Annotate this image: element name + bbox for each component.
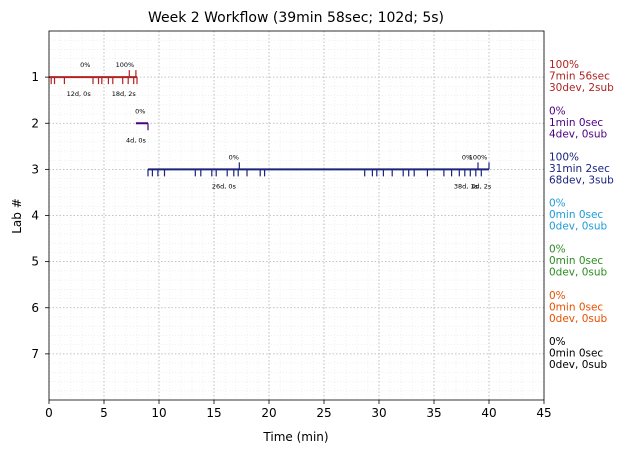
lab-1-summary-line: 7min 56sec: [549, 71, 610, 83]
lab-2-summary-line: 1min 0sec: [549, 117, 603, 129]
lab-annotation: 100%: [469, 153, 488, 161]
y-tick-label: 5: [31, 255, 39, 269]
lab-annotation: 0%: [229, 153, 239, 161]
x-tick-label: 25: [316, 406, 331, 420]
x-tick-label: 35: [426, 406, 441, 420]
lab-3-summary-line: 100%: [549, 151, 579, 163]
x-tick-label: 5: [100, 406, 108, 420]
lab-series-group: 0% 100%12d, 0s 18d, 2s0%4d, 0s0% 0%100%26d,…: [49, 61, 492, 190]
x-axis-label: Time (min): [262, 430, 328, 444]
lab-annotation: 0%: [80, 61, 90, 69]
lab-2-series: 0% 4d, 0s: [126, 107, 149, 144]
y-tick-label: 2: [31, 116, 39, 130]
x-tick-label: 10: [151, 406, 166, 420]
lab-2-summary-line: 0%: [549, 105, 566, 117]
lab-4-summary-line: 0dev, 0sub: [549, 221, 608, 233]
y-tick-label: 1: [31, 70, 39, 84]
y-tick-label: 6: [31, 301, 39, 315]
lab-1-summary-line: 30dev, 2sub: [549, 82, 614, 94]
lab-4-summary-line: 0%: [549, 198, 566, 210]
lab-2-summary-line: 4dev, 0sub: [549, 128, 608, 140]
lab-6-summary-line: 0min 0sec: [549, 301, 603, 313]
lab-annotation: 100%: [116, 61, 135, 69]
lab-6-summary-line: 0dev, 0sub: [549, 313, 608, 325]
lab-annotation: 4d, 2s: [471, 182, 492, 190]
lab-annotation: 38d, 1s: [454, 182, 479, 190]
lab-7-summary-line: 0min 0sec: [549, 347, 603, 359]
lab-5-summary-line: 0%: [549, 244, 566, 256]
lab-annotation: 18d, 2s: [112, 90, 137, 98]
lab-annotation: 12d, 0s: [67, 90, 92, 98]
x-tick-label: 0: [45, 406, 53, 420]
lab-annotation: 26d, 0s: [212, 182, 237, 190]
lab-1-series: 0% 100% 12d, 0s 18d, 2s: [49, 61, 138, 98]
x-tick-label: 30: [371, 406, 386, 420]
lab-1-summary-line: 100%: [549, 59, 579, 71]
lab-annotation: 0%: [462, 153, 472, 161]
y-axis: 1 2 3 4 5 6 7: [31, 70, 49, 361]
lab-6-summary-line: 0%: [549, 290, 566, 302]
lab-5-summary-line: 0dev, 0sub: [549, 267, 608, 279]
y-tick-label: 4: [31, 209, 39, 223]
lab-7-summary-line: 0dev, 0sub: [549, 359, 608, 371]
lab-annotation: 4d, 0s: [126, 136, 147, 144]
lab-5-summary-line: 0min 0sec: [549, 255, 603, 267]
x-tick-label: 15: [206, 406, 221, 420]
x-tick-label: 20: [261, 406, 276, 420]
x-tick-label: 45: [536, 406, 551, 420]
x-axis: 0 5 10 15 20 25 30 35 40 45: [45, 400, 552, 420]
y-axis-label: Lab #: [10, 198, 24, 234]
lab-3-summary-line: 31min 2sec: [549, 163, 610, 175]
lab-7-summary-line: 0%: [549, 336, 566, 348]
x-tick-label: 40: [481, 406, 496, 420]
lab-annotation: 0%: [135, 107, 145, 115]
lab-4-summary-line: 0min 0sec: [549, 209, 603, 221]
lab-3-summary-line: 68dev, 3sub: [549, 174, 614, 186]
y-tick-label: 7: [31, 347, 39, 361]
chart-title: Week 2 Workflow (39min 58sec; 102d; 5s): [148, 10, 444, 26]
y-tick-label: 3: [31, 162, 39, 176]
